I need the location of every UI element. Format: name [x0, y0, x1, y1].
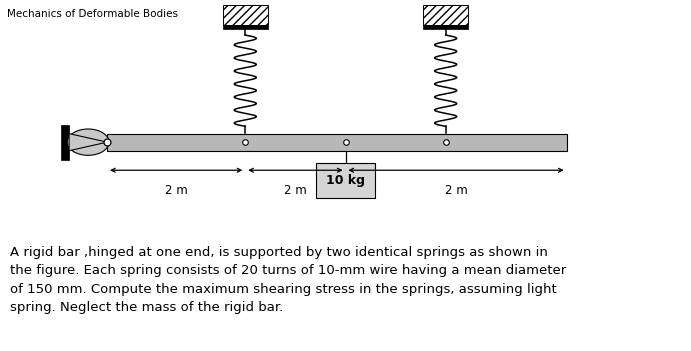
Text: A rigid bar ,hinged at one end, is supported by two identical springs as shown i: A rigid bar ,hinged at one end, is suppo…	[10, 246, 567, 314]
Bar	[223, 25, 267, 29]
Text: 10 kg: 10 kg	[326, 174, 365, 187]
Bar	[316, 163, 375, 198]
Bar	[61, 125, 69, 160]
Text: Mechanics of Deformable Bodies: Mechanics of Deformable Bodies	[7, 9, 178, 19]
Text: 2 m: 2 m	[284, 184, 307, 197]
Ellipse shape	[67, 129, 109, 155]
Bar	[423, 5, 468, 25]
Polygon shape	[69, 134, 107, 151]
Bar	[107, 134, 567, 151]
Text: 2 m: 2 m	[445, 184, 467, 197]
Bar	[223, 5, 267, 25]
Bar	[423, 25, 468, 29]
Text: 2 m: 2 m	[165, 184, 187, 197]
